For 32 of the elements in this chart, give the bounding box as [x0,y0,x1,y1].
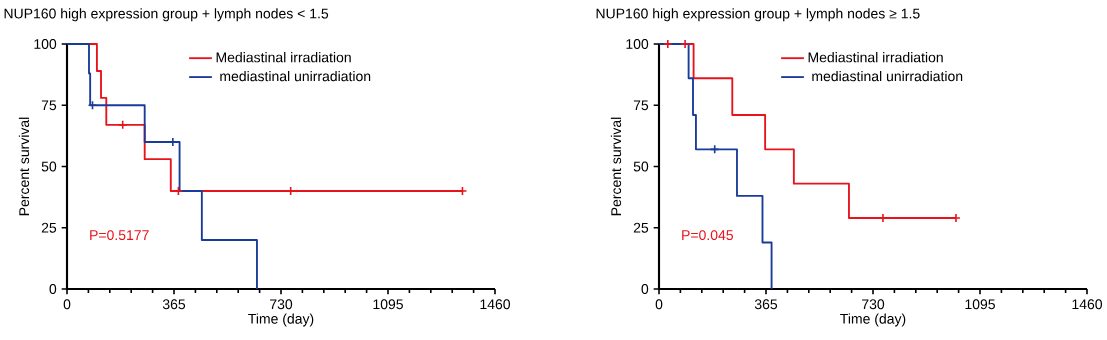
y-tick-label: 25 [633,222,649,233]
y-axis-title: Percent survival [18,117,30,216]
legend-label: mediastinal unirradiation [812,70,963,82]
y-axis-title: Percent survival [610,117,622,216]
y-tick-label: 100 [626,39,649,49]
x-tick-label: 0 [655,299,663,310]
x-tick-label: 0 [63,299,71,310]
chart-title: NUP160 high expression group + lymph nodes < 1.5 [4,8,329,22]
annotation: P=0.5177 [90,230,149,241]
legend-label: Mediastinal irradiation [808,52,943,63]
x-tick-label: 365 [754,299,778,310]
y-tick-label: 100 [34,39,57,49]
legend-label: mediastinal unirradiation [220,70,371,82]
chart-title: NUP160 high expression group + lymph nodes ≥ 1.5 [596,8,920,22]
x-tick-label: 1095 [373,299,403,310]
y-tick-label: 50 [633,161,649,172]
y-tick-label: 50 [41,161,57,172]
y-tick-label: 0 [641,284,649,294]
x-tick-label: 730 [270,299,293,310]
y-tick-label: 75 [41,100,57,111]
x-axis-title: Time (day) [840,313,906,327]
y-tick-label: 0 [49,284,57,294]
annotation: P=0.045 [682,230,734,241]
y-tick-label: 75 [633,100,649,111]
x-tick-label: 1460 [480,299,511,310]
x-tick-label: 365 [162,299,186,310]
x-tick-label: 730 [862,299,885,310]
x-axis-title: Time (day) [248,313,314,327]
y-tick-label: 25 [41,222,57,233]
x-tick-label: 1095 [965,299,995,310]
legend-label: Mediastinal irradiation [216,52,351,63]
x-tick-label: 1460 [1072,299,1103,310]
